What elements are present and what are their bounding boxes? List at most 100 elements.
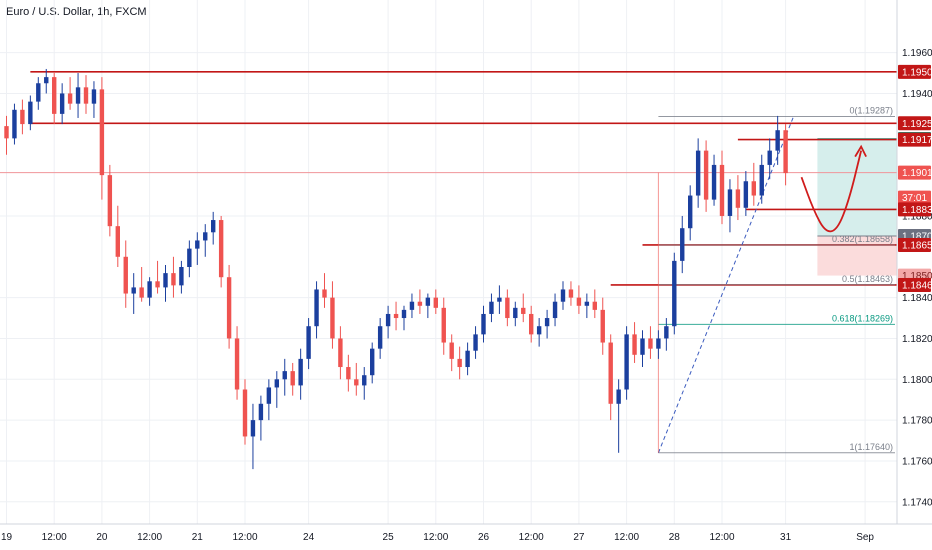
price-label: 1.19254 [902, 119, 932, 130]
price-label-box [898, 132, 931, 147]
candle-body [67, 93, 73, 104]
candle-body [743, 181, 749, 208]
candle-body [401, 309, 407, 319]
candle-body [147, 281, 152, 298]
candle-body [465, 350, 470, 368]
candle-body [489, 301, 494, 314]
candle-body [282, 371, 287, 380]
candle-body [385, 313, 391, 327]
price-label: 1.18658 [902, 240, 932, 251]
grid [0, 0, 897, 524]
price-tick-label: 1.17800 [902, 416, 932, 427]
candle-body [187, 248, 192, 267]
candle-body [234, 338, 240, 390]
candle-body [330, 297, 335, 339]
candle-body [298, 358, 303, 386]
time-tick-label: 21 [192, 532, 204, 543]
candle-body [441, 307, 446, 343]
price-label: 1.19174 [902, 135, 932, 146]
candle-body [513, 307, 518, 319]
price-tick-label: 1.19600 [902, 48, 932, 59]
candle-body [664, 326, 669, 339]
price-label-box [898, 190, 931, 205]
projection-arrow [800, 144, 867, 233]
price-label: 37:01 [902, 193, 927, 204]
price-label: 1.19012 [902, 168, 932, 179]
candle-body [568, 289, 574, 298]
candle-body [36, 83, 41, 102]
candle-body [616, 389, 621, 404]
time-tick-label: 19 [1, 532, 13, 543]
candle-body [179, 267, 184, 286]
price-label: 1.19506 [902, 67, 932, 78]
time-tick-label: 12:00 [232, 532, 257, 543]
candle-body [346, 367, 351, 380]
time-tick-label: 25 [383, 532, 395, 543]
candle-body [576, 297, 582, 306]
candle-body [703, 150, 709, 200]
price-label-box [898, 202, 931, 217]
candle-body [433, 297, 438, 308]
candle-body [505, 297, 510, 319]
candle-body [4, 126, 9, 139]
price-tick-label: 1.19400 [902, 89, 932, 100]
candle-body [783, 130, 788, 174]
price-tick-label: 1.18800 [902, 211, 932, 222]
time-tick-label: 20 [96, 532, 108, 543]
candle-body [695, 150, 701, 196]
time-tick-label: 27 [573, 532, 585, 543]
candle-body [425, 297, 431, 306]
time-tick-label: 28 [669, 532, 681, 543]
candle-body [163, 273, 168, 288]
candle-body [751, 181, 756, 196]
candle-body [123, 256, 128, 294]
time-tick-label: 31 [780, 532, 792, 543]
candle-body [203, 232, 208, 241]
price-label: 1.18702 [902, 231, 932, 242]
price-label: 1.18508 [902, 271, 932, 282]
candle-body [131, 287, 136, 294]
candle-body [242, 389, 248, 437]
candle-body [171, 273, 176, 286]
candle-body [592, 301, 597, 310]
time-tick-label: 12:00 [709, 532, 734, 543]
candle-body [322, 289, 327, 298]
candle-body [195, 240, 200, 249]
candle-body [83, 87, 89, 104]
fib-label: 0.5(1.18463) [842, 274, 893, 284]
candle-body [211, 220, 216, 233]
candle-body [28, 101, 33, 125]
candle-body [306, 326, 311, 359]
candle-body [44, 77, 49, 84]
candle-body [59, 93, 65, 114]
time-axis[interactable]: 19 12:00 20 12:00 21 12:00 24 25 12:00 26 12:00 27 1… [0, 523, 932, 550]
candle-body [457, 358, 462, 368]
candle-body [775, 130, 780, 151]
arrow-head-icon [854, 144, 867, 158]
time-tick-label: 12:00 [519, 532, 544, 543]
candle-body [218, 220, 224, 278]
candle-body [354, 379, 359, 386]
price-tick-label: 1.17600 [902, 456, 932, 467]
candle-body [75, 87, 81, 104]
candle-body [521, 307, 526, 314]
candle-body [91, 89, 97, 104]
price-tick-label: 1.18400 [902, 293, 932, 304]
price-label-box [898, 277, 931, 292]
candle-body [719, 164, 725, 216]
price-label-box [898, 64, 931, 79]
candle-body [560, 289, 566, 302]
candle-body [20, 109, 25, 125]
candle-body [115, 226, 120, 257]
candle-body [759, 164, 764, 196]
candle-body [338, 338, 343, 368]
candle-body [711, 164, 717, 200]
candle-body [250, 420, 256, 437]
candle-body [290, 371, 295, 386]
candle-body [226, 277, 232, 339]
candle-body [767, 150, 772, 165]
candle-body [624, 334, 629, 390]
candle-body [672, 260, 677, 327]
candle-body [155, 281, 160, 288]
